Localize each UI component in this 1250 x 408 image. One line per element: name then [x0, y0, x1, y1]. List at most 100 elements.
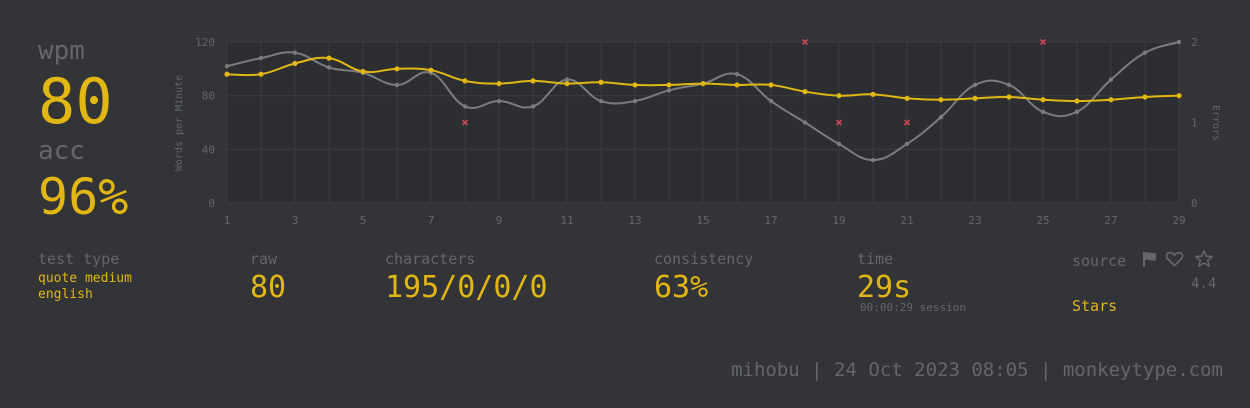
consistency-label: consistency	[654, 250, 754, 268]
wpm-point	[428, 67, 434, 73]
raw-point	[1108, 77, 1114, 82]
test-type-line2: english	[38, 287, 93, 302]
wpm-label: wpm	[38, 36, 85, 66]
raw-point	[938, 114, 944, 120]
y-axis-label: Words per Minute	[174, 75, 185, 171]
test-type-line1: quote medium	[38, 271, 132, 286]
raw-value: 80	[250, 270, 287, 305]
wpm-point	[1142, 94, 1148, 100]
wpm-point	[802, 89, 808, 95]
chart-grid	[226, 41, 1180, 204]
error-marker	[1039, 38, 1047, 46]
raw-point	[870, 157, 876, 163]
source-label: source	[1072, 252, 1127, 270]
wpm-point	[292, 60, 298, 67]
wpm-point	[1176, 93, 1182, 99]
x-tick-label: 13	[628, 214, 641, 227]
characters-value: 195/0/0/0	[385, 270, 548, 305]
wpm-value: 80	[38, 65, 113, 138]
y-tick-label: 120	[195, 36, 215, 49]
footer-text: mihobu | 24 Oct 2023 08:05 | monkeytype.…	[731, 359, 1223, 381]
raw-point	[224, 63, 230, 69]
wpm-point	[258, 71, 264, 77]
characters-label: characters	[385, 250, 476, 268]
wpm-point	[224, 71, 230, 77]
wpm-point	[1108, 97, 1114, 103]
raw-point	[292, 50, 298, 55]
wpm-point	[836, 93, 842, 99]
wpm-point	[1006, 94, 1012, 100]
raw-point	[1040, 109, 1046, 114]
x-tick-label: 21	[900, 214, 913, 227]
raw-point	[1074, 109, 1080, 114]
wpm-point	[972, 95, 978, 101]
wpm-point	[938, 97, 944, 103]
wpm-point	[632, 82, 638, 88]
x-tick-label: 19	[832, 214, 845, 227]
wpm-point	[870, 91, 876, 97]
y2-tick-label: 0	[1191, 197, 1198, 210]
acc-value: 96%	[38, 168, 129, 226]
wpm-point	[496, 80, 502, 87]
raw-point	[1176, 39, 1182, 45]
raw-point	[632, 98, 638, 104]
raw-point	[598, 98, 604, 104]
wpm-point	[360, 68, 366, 75]
wpm-point	[564, 80, 570, 87]
x-tick-label: 23	[968, 214, 981, 227]
raw-point	[1142, 50, 1148, 55]
raw-point	[326, 65, 332, 70]
time-value: 29s	[857, 270, 912, 305]
wpm-point	[1074, 98, 1080, 104]
heart-icon[interactable]	[1165, 250, 1184, 272]
quote-rating: 4.4	[1191, 276, 1217, 292]
wpm-point	[462, 78, 468, 84]
raw-point	[1006, 82, 1012, 88]
error-marker	[461, 119, 469, 126]
wpm-point	[768, 82, 774, 88]
consistency-value: 63%	[654, 270, 709, 305]
x-tick-label: 27	[1104, 214, 1117, 227]
y2-tick-label: 1	[1191, 117, 1198, 130]
wpm-point	[530, 78, 536, 84]
raw-point	[530, 104, 536, 109]
raw-point	[496, 98, 502, 104]
error-marker	[903, 119, 911, 126]
flag-icon[interactable]	[1141, 250, 1159, 272]
raw-point	[394, 82, 400, 88]
chart-series	[224, 38, 1182, 163]
raw-point	[802, 120, 808, 125]
wpm-point	[598, 79, 604, 85]
raw-point	[768, 98, 774, 104]
y-tick-label: 0	[208, 197, 215, 210]
star-icon[interactable]	[1194, 249, 1214, 273]
raw-point	[258, 55, 264, 61]
raw-point	[462, 104, 468, 109]
raw-label: raw	[250, 250, 278, 268]
wpm-point	[734, 82, 740, 88]
raw-point	[836, 141, 842, 147]
y2-axis-label: Errors	[1210, 105, 1221, 141]
x-tick-label: 3	[292, 214, 299, 227]
raw-point	[564, 77, 570, 82]
session-time: 00:00:29 session	[860, 301, 966, 314]
x-tick-label: 17	[764, 214, 777, 227]
y-tick-label: 40	[202, 143, 215, 156]
y-tick-label: 80	[202, 90, 215, 103]
x-tick-label: 25	[1036, 214, 1049, 227]
error-marker	[801, 38, 809, 46]
x-tick-label: 5	[360, 214, 367, 227]
x-tick-label: 11	[560, 214, 573, 227]
error-marker	[835, 119, 843, 126]
wpm-point	[904, 95, 910, 101]
x-tick-label: 1	[224, 214, 231, 227]
stars-label: Stars	[1072, 297, 1118, 315]
acc-label: acc	[38, 136, 85, 166]
raw-point	[666, 88, 672, 93]
x-tick-label: 15	[696, 214, 709, 227]
x-tick-label: 7	[428, 214, 435, 227]
raw-point	[734, 72, 740, 77]
wpm-point	[1040, 97, 1046, 103]
